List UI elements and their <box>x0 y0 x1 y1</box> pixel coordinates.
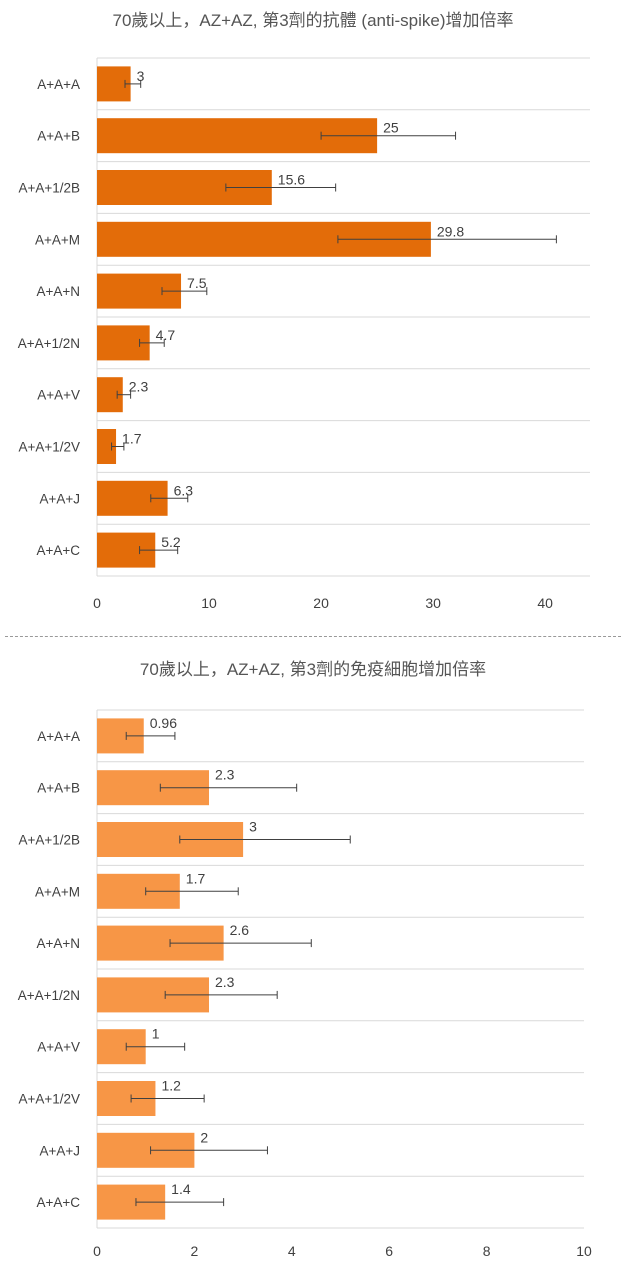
antibody-chart-data-label: 7.5 <box>187 275 207 291</box>
antibody-chart-data-label: 2.3 <box>129 379 149 395</box>
immune-cell-chart-tick-label: 8 <box>483 1243 491 1259</box>
antibody-chart-category-label: A+A+A <box>37 77 80 92</box>
antibody-chart-category-label: A+A+M <box>35 232 80 247</box>
immune-cell-chart-category-label: A+A+M <box>35 884 80 899</box>
immune-cell-chart: A+A+A 0.96 A+A+B 2.3 A+A+1/2B 3 A+A+M 1.7 A+A+N 2… <box>18 709 592 1259</box>
antibody-chart-tick-label: 20 <box>313 595 329 611</box>
antibody-chart: A+A+A 3 A+A+B 25 A+A+1/2B 15.6 A+A+M 29.8 A+A+N 7… <box>18 57 590 611</box>
immune-cell-chart-category-label: A+A+N <box>36 936 80 951</box>
immune-cell-chart-category-label: A+A+A <box>37 729 80 744</box>
immune-cell-chart-category-label: A+A+C <box>36 1195 80 1210</box>
immune-cell-chart-tick-label: 4 <box>288 1243 296 1259</box>
antibody-chart-data-label: 4.7 <box>156 327 176 343</box>
antibody-chart-data-label: 15.6 <box>278 172 305 188</box>
immune-cell-chart-data-label: 1.2 <box>161 1078 181 1094</box>
immune-cell-chart-data-label: 1.7 <box>186 870 206 886</box>
immune-cell-chart-data-label: 2.6 <box>230 922 250 938</box>
immune-cell-chart-data-label: 1 <box>152 1026 160 1042</box>
antibody-chart-tick-label: 30 <box>425 595 441 611</box>
chart-separator <box>5 636 621 637</box>
antibody-chart-category-label: A+A+J <box>39 491 80 506</box>
antibody-chart-data-label: 5.2 <box>161 534 181 550</box>
immune-cell-chart-category-label: A+A+1/2V <box>18 1092 80 1107</box>
antibody-chart-bar <box>97 429 117 464</box>
antibody-chart-category-label: A+A+V <box>37 388 80 403</box>
antibody-chart-data-label: 25 <box>383 120 399 136</box>
antibody-chart-category-label: A+A+N <box>36 284 80 299</box>
immune-cell-chart-category-label: A+A+1/2N <box>18 988 80 1003</box>
antibody-chart-tick-label: 40 <box>537 595 553 611</box>
antibody-chart-category-label: A+A+1/2V <box>18 440 80 455</box>
antibody-chart-category-label: A+A+C <box>36 543 80 558</box>
immune-cell-chart-data-label: 1.4 <box>171 1181 191 1197</box>
chart-1-title: 70歲以上，AZ+AZ, 第3劑的抗體 (anti-spike)增加倍率 <box>112 11 514 30</box>
immune-cell-chart-data-label: 2.3 <box>215 974 235 990</box>
immune-cell-chart-data-label: 3 <box>249 819 257 835</box>
immune-cell-chart-category-label: A+A+J <box>39 1143 80 1158</box>
immune-cell-chart-tick-label: 0 <box>93 1243 101 1259</box>
chart-2-title: 70歲以上，AZ+AZ, 第3劑的免疫細胞增加倍率 <box>139 660 487 679</box>
immune-cell-chart-category-label: A+A+B <box>37 781 80 796</box>
antibody-chart-tick-label: 10 <box>201 595 217 611</box>
antibody-chart-tick-label: 0 <box>93 595 101 611</box>
antibody-chart-data-label: 3 <box>137 68 145 84</box>
antibody-chart-data-label: 29.8 <box>437 223 464 239</box>
immune-cell-chart-tick-label: 2 <box>191 1243 199 1259</box>
immune-cell-chart-category-label: A+A+V <box>37 1040 80 1055</box>
antibody-chart-category-label: A+A+1/2B <box>18 181 80 196</box>
immune-cell-chart-tick-label: 6 <box>385 1243 393 1259</box>
antibody-chart-category-label: A+A+B <box>37 129 80 144</box>
antibody-chart-data-label: 6.3 <box>174 482 194 498</box>
immune-cell-chart-data-label: 0.96 <box>150 715 177 731</box>
antibody-chart-category-label: A+A+1/2N <box>18 336 80 351</box>
antibody-chart-data-label: 1.7 <box>122 431 142 447</box>
immune-cell-chart-tick-label: 10 <box>576 1243 592 1259</box>
immune-cell-chart-data-label: 2.3 <box>215 767 235 783</box>
immune-cell-chart-category-label: A+A+1/2B <box>18 833 80 848</box>
immune-cell-chart-data-label: 2 <box>200 1129 208 1145</box>
